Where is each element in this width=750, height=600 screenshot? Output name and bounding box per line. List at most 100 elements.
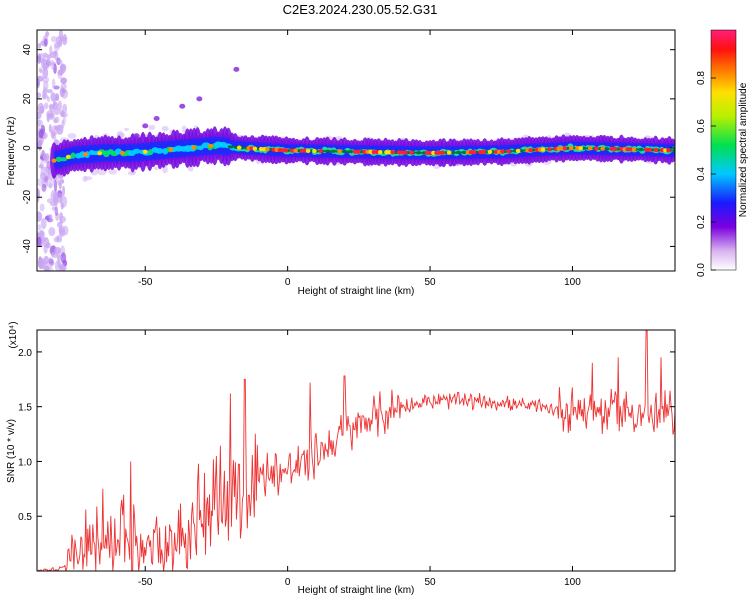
noise-speck [57, 192, 63, 197]
noise-speck [57, 59, 63, 65]
noise-speck [54, 246, 62, 254]
noise-speck [39, 151, 46, 157]
noise-speck [48, 227, 56, 237]
band-core [59, 157, 68, 162]
noise-speck [37, 78, 40, 89]
noise-speck [57, 100, 62, 111]
spectrogram-x-label: Height of straight line (km) [298, 286, 415, 297]
y-tick-label: -40 [22, 239, 33, 254]
halo-speck [46, 178, 55, 188]
noise-speck [58, 227, 63, 237]
snr-frame [36, 329, 676, 572]
spectrogram-heatmap [37, 30, 675, 271]
hot-spot [600, 146, 605, 151]
noise-speck [53, 179, 58, 192]
snr-series-line [37, 330, 675, 571]
band-center [330, 149, 337, 153]
halo-speck [124, 127, 129, 132]
isolated-blob [142, 123, 149, 129]
hot-spot [191, 145, 197, 150]
colorbar: 0.0 0.2 0.4 0.6 0.8 Normalized spectral ampl… [696, 29, 749, 277]
hot-spot [506, 149, 511, 154]
hot-spot [168, 147, 174, 152]
hot-spot [83, 152, 88, 157]
hot-spot [481, 149, 486, 155]
hot-spot [594, 146, 599, 151]
noise-speck [37, 224, 42, 231]
noise-speck [39, 230, 46, 239]
band-center [461, 150, 468, 154]
hot-spot [265, 147, 270, 152]
noise-speck [50, 92, 57, 102]
hot-spot [587, 146, 593, 151]
hot-spot [409, 150, 414, 155]
noise-speck [37, 78, 41, 83]
noise-speck [37, 78, 40, 87]
noise-speck [53, 107, 61, 116]
hot-spot [236, 145, 242, 150]
band-center [341, 149, 348, 154]
hot-spot [647, 147, 652, 152]
noise-speck [50, 59, 55, 70]
isolated-blob [196, 96, 203, 102]
hot-spot [252, 146, 258, 151]
noise-speck [42, 153, 50, 162]
band-center [637, 147, 644, 152]
hot-spot [578, 146, 584, 151]
noise-speck [60, 64, 66, 71]
noise-speck [51, 78, 56, 89]
hot-spot [440, 150, 446, 155]
x-tick-label: 0 [285, 577, 291, 588]
spectrogram-panel: -50 0 50 100 -40 -20 0 20 40 Height of straight… [6, 29, 676, 297]
hot-spot [562, 146, 568, 151]
noise-speck [37, 111, 42, 120]
band-center [672, 148, 675, 153]
x-tick-label: -50 [138, 577, 153, 588]
noise-speck [61, 34, 68, 46]
hot-spot [666, 148, 671, 153]
noise-speck [59, 219, 64, 225]
noise-speck [53, 85, 60, 90]
noise-speck [44, 152, 51, 164]
hot-spot [312, 148, 317, 154]
noise-speck [59, 263, 65, 271]
noise-speck [42, 80, 49, 91]
noise-speck [37, 42, 42, 49]
halo-speck [154, 166, 159, 171]
halo-speck [187, 164, 194, 172]
y-tick-label: 20 [22, 93, 33, 105]
noise-speck [47, 267, 54, 271]
noise-speck [58, 30, 63, 40]
noise-speck [48, 214, 53, 220]
y-tick-label: 1.0 [18, 457, 32, 468]
y-tick-label: 1.5 [18, 403, 32, 414]
noise-speck [41, 183, 47, 192]
hot-spot [305, 148, 311, 153]
isolated-blob [179, 103, 186, 109]
noise-speck [38, 67, 43, 73]
colorbar-tick-label: 0.4 [696, 167, 707, 181]
snr-background [37, 330, 675, 571]
halo-speck [67, 132, 77, 139]
hot-spot [631, 147, 637, 152]
hot-spot [377, 149, 383, 155]
hot-spot [97, 151, 103, 156]
noise-speck [50, 35, 57, 43]
y-tick-label: 40 [22, 44, 33, 56]
band-center [415, 151, 422, 155]
noise-speck [43, 63, 47, 72]
hot-spot [283, 148, 289, 153]
noise-speck [53, 63, 57, 75]
colorbar-ticks: 0.0 0.2 0.4 0.6 0.8 [696, 71, 716, 277]
y-tick-label: 0 [22, 145, 33, 151]
colorbar-gradient [710, 29, 737, 271]
spectrogram-x-ticks: -50 0 50 100 [138, 30, 581, 288]
colorbar-tick-label: 0.8 [696, 71, 707, 85]
x-tick-label: 0 [285, 277, 291, 288]
hot-spot [142, 149, 148, 154]
x-tick-label: -50 [138, 277, 153, 288]
noise-speck [37, 211, 43, 222]
noise-speck [60, 195, 68, 208]
noise-speck [46, 257, 54, 269]
halo-speck [161, 125, 169, 132]
